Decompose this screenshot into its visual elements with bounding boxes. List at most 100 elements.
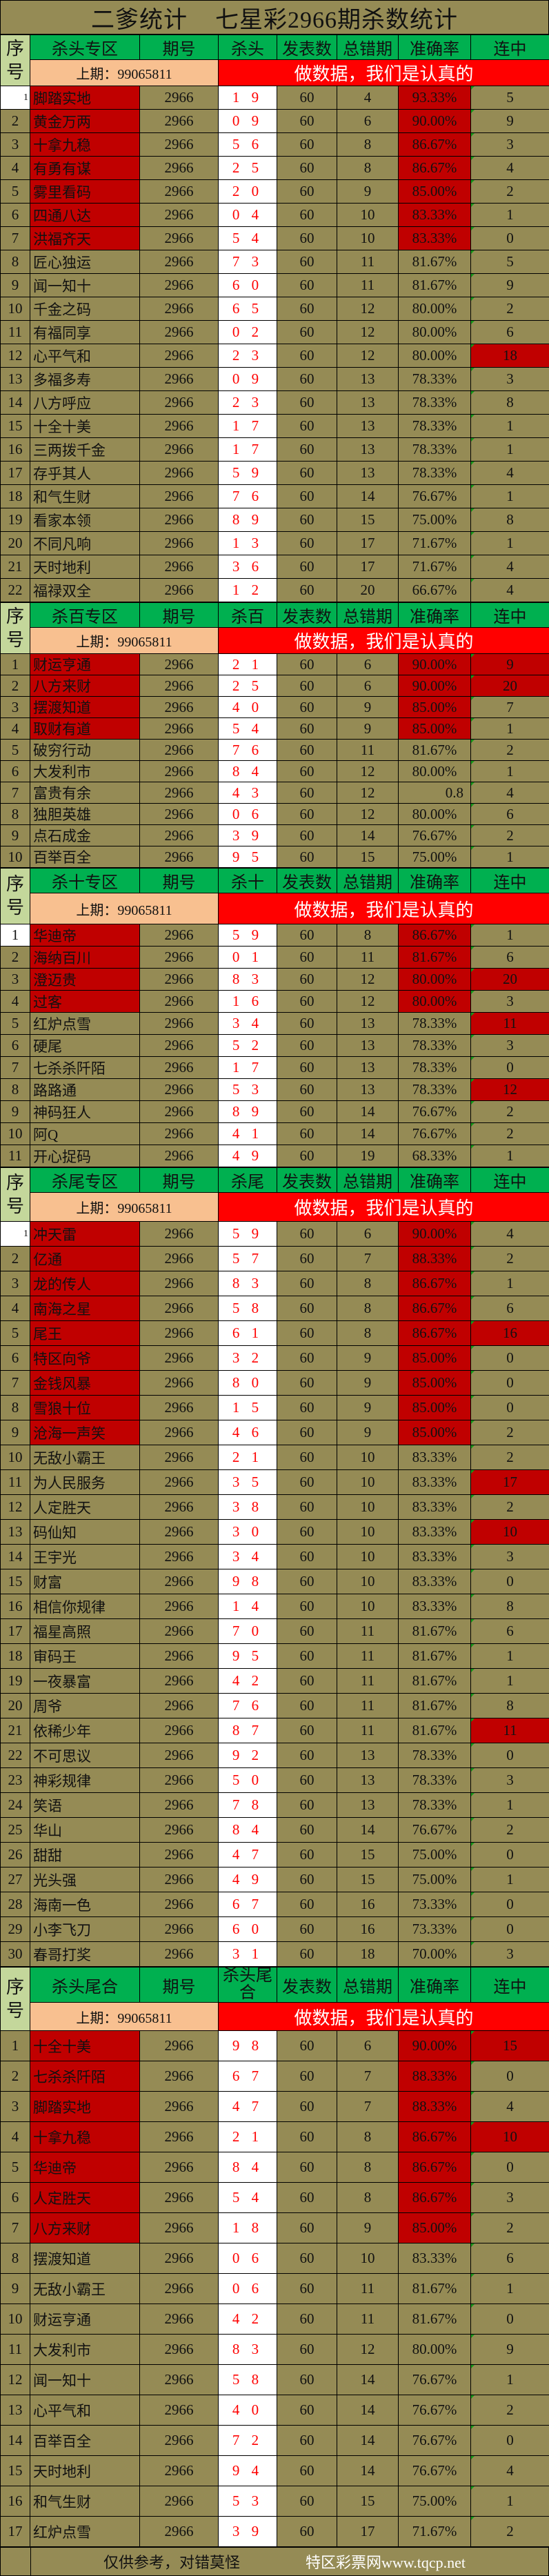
cell-streak: 11 [471, 1718, 549, 1743]
cell-published: 60 [277, 2213, 337, 2243]
cell-seq: 14 [1, 391, 30, 415]
cell-published: 60 [277, 654, 337, 675]
cell-published: 60 [277, 1101, 337, 1123]
column-header-seq: 序号 [1, 1168, 30, 1222]
cell-kill: 8 7 [219, 1718, 277, 1743]
cell-seq: 9 [1, 274, 30, 297]
cell-published: 60 [277, 391, 337, 415]
column-header-kill: 杀十 [219, 869, 277, 893]
cell-name: 笑语 [30, 1793, 140, 1818]
cell-accuracy: 75.00% [399, 2486, 471, 2517]
cell-seq: 10 [1, 297, 30, 321]
column-header-kill: 杀头尾合 [219, 1968, 277, 2003]
cell-period: 2966 [140, 1743, 219, 1768]
header-row: 序号杀头专区期号杀头发表数总错期准确率连中 [1, 35, 549, 60]
cell-seq: 5 [1, 740, 30, 761]
cell-seq: 8 [1, 1079, 30, 1101]
cell-errors: 6 [337, 110, 399, 133]
cell-seq: 6 [1, 761, 30, 782]
cell-period: 2966 [140, 2335, 219, 2365]
cell-seq: 19 [1, 508, 30, 532]
cell-kill: 1 7 [219, 415, 277, 438]
cell-kill: 8 9 [219, 508, 277, 532]
cell-seq: 1 [1, 654, 30, 675]
cell-period: 2966 [140, 2213, 219, 2243]
cell-seq: 1 [1, 1222, 30, 1247]
cell-streak: 1 [471, 1669, 549, 1694]
cell-accuracy: 85.00% [399, 1346, 471, 1371]
header-row: 序号杀尾专区期号杀尾发表数总错期准确率连中 [1, 1168, 549, 1193]
cell-errors: 12 [337, 321, 399, 344]
cell-published: 60 [277, 1271, 337, 1296]
cell-streak: 3 [471, 1942, 549, 1967]
slogan-banner: 做数据，我们是认真的 [219, 893, 549, 924]
cell-kill: 6 5 [219, 297, 277, 321]
slogan-banner: 做数据，我们是认真的 [219, 60, 549, 86]
cell-published: 60 [277, 250, 337, 274]
cell-errors: 7 [337, 2061, 399, 2092]
cell-errors: 12 [337, 297, 399, 321]
cell-kill: 8 4 [219, 1818, 277, 1843]
cell-seq: 16 [1, 1594, 30, 1619]
cell-accuracy: 78.33% [399, 1079, 471, 1101]
column-header-streak: 连中 [471, 35, 549, 60]
cell-published: 60 [277, 227, 337, 250]
cell-period: 2966 [140, 2243, 219, 2274]
cell-streak: 2 [471, 2213, 549, 2243]
cell-kill: 8 4 [219, 761, 277, 782]
cell-kill: 3 8 [219, 1495, 277, 1520]
cell-accuracy: 81.67% [399, 274, 471, 297]
column-header-seq: 序号 [1, 869, 30, 924]
cell-name: 心平气和 [30, 344, 140, 368]
cell-streak: 4 [471, 1222, 549, 1247]
cell-period: 2966 [140, 1222, 219, 1247]
cell-streak: 2 [471, 2517, 549, 2547]
cell-accuracy: 76.67% [399, 1123, 471, 1145]
cell-streak: 6 [471, 1619, 549, 1644]
cell-kill: 2 5 [219, 157, 277, 180]
cell-errors: 13 [337, 1768, 399, 1793]
column-header-published: 发表数 [277, 1168, 337, 1193]
cell-published: 60 [277, 555, 337, 579]
cell-period: 2966 [140, 1079, 219, 1101]
cell-accuracy: 81.67% [399, 1669, 471, 1694]
cell-errors: 11 [337, 1669, 399, 1694]
cell-streak: 1 [471, 2486, 549, 2517]
cell-period: 2966 [140, 532, 219, 555]
cell-published: 60 [277, 462, 337, 485]
cell-name: 和气生财 [30, 2486, 140, 2517]
cell-kill: 5 7 [219, 1247, 277, 1271]
cell-accuracy: 80.00% [399, 297, 471, 321]
cell-published: 60 [277, 1818, 337, 1843]
column-header-published: 发表数 [277, 35, 337, 60]
cell-errors: 9 [337, 1371, 399, 1396]
cell-streak: 2 [471, 1101, 549, 1123]
cell-period: 2966 [140, 1694, 219, 1718]
cell-errors: 11 [337, 2274, 399, 2304]
cell-period: 2966 [140, 274, 219, 297]
cell-streak: 2 [471, 740, 549, 761]
cell-accuracy: 76.67% [399, 825, 471, 846]
cell-seq: 7 [1, 1371, 30, 1396]
cell-streak: 11 [471, 1013, 549, 1035]
cell-seq: 13 [1, 2395, 30, 2426]
cell-seq: 17 [1, 2517, 30, 2547]
cell-accuracy: 78.33% [399, 1013, 471, 1035]
cell-period: 2966 [140, 2092, 219, 2122]
